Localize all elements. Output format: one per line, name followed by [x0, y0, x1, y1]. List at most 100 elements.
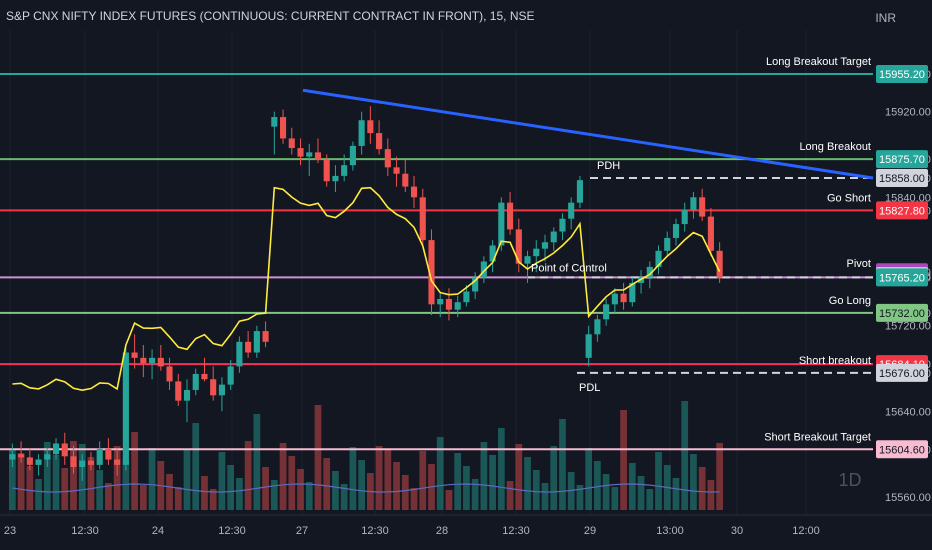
- candle-body: [201, 373, 208, 380]
- volume-bars: [9, 401, 723, 510]
- price-level-value: 15765.20: [879, 272, 925, 284]
- volume-bar: [201, 476, 208, 510]
- candle-body: [157, 357, 164, 367]
- candle-body: [87, 460, 95, 465]
- price-tick-label: 15920.00: [885, 107, 931, 119]
- candle-body: [149, 357, 156, 364]
- volume-bar: [305, 482, 313, 510]
- candle-body: [664, 237, 671, 251]
- volume-bar: [401, 475, 409, 510]
- time-tick-label: 12:30: [71, 525, 99, 537]
- candle-body: [716, 250, 723, 278]
- level-name-label: Pivot: [847, 258, 871, 270]
- time-axis[interactable]: 23 12:30 24 12:30 27 12:30 28 12:30 29 13:00 30 12:…: [0, 514, 932, 537]
- interval-label: 1D: [838, 470, 861, 490]
- volume-bar: [17, 453, 25, 510]
- candle-body: [699, 197, 706, 217]
- candle-body: [332, 175, 339, 182]
- candle-body: [655, 250, 662, 267]
- price-level-box: [876, 363, 928, 382]
- volume-bar: [594, 461, 601, 510]
- candle-body: [480, 261, 487, 278]
- candle-body: [306, 152, 313, 157]
- volume-bar: [655, 452, 662, 510]
- price-level-value: 15858.00: [879, 173, 925, 185]
- volume-bar: [384, 449, 392, 510]
- level-name-label: Short Breakout Target: [764, 431, 871, 443]
- volume-bar: [559, 419, 566, 510]
- volume-bar: [209, 489, 217, 510]
- candle-body: [410, 186, 418, 198]
- price-level-box: [876, 303, 928, 322]
- volume-bar: [454, 453, 462, 510]
- candle-body: [9, 454, 16, 460]
- volume-bar: [681, 401, 689, 510]
- candle-body: [358, 120, 365, 146]
- candle-body: [559, 218, 566, 232]
- candle-body: [271, 117, 278, 127]
- candle-body: [218, 384, 225, 396]
- volume-bar: [707, 480, 715, 510]
- volume-bar: [463, 466, 470, 510]
- candle-body: [672, 224, 680, 238]
- grid: [9, 30, 807, 515]
- volume-bar: [611, 487, 619, 510]
- volume-bar: [340, 484, 348, 510]
- candle-body: [402, 173, 409, 187]
- annotation-label: PDL: [579, 382, 600, 394]
- candle-body: [262, 331, 269, 342]
- candle-body: [445, 298, 453, 310]
- price-level-box: [876, 440, 928, 459]
- volume-bar: [131, 432, 138, 510]
- candle-body: [288, 138, 295, 149]
- candle-body: [629, 282, 636, 303]
- volume-bar: [445, 490, 453, 510]
- candle-body: [437, 298, 444, 305]
- currency-label: INR: [875, 11, 896, 25]
- candle-body: [384, 149, 391, 168]
- candle-body: [96, 448, 103, 465]
- volume-bar: [698, 467, 706, 510]
- level-labels: Long Breakout Target Long Breakout Go Shor…: [531, 56, 871, 490]
- candle-body: [52, 443, 60, 455]
- volume-bar: [96, 470, 104, 510]
- volume-bar: [9, 450, 16, 510]
- volume-bar: [279, 443, 287, 510]
- candles[interactable]: [9, 106, 723, 481]
- candle-body: [428, 240, 435, 305]
- volume-bar: [532, 470, 540, 510]
- volume-bar: [35, 479, 42, 510]
- price-axis[interactable]: 15955.20 15920.00 15875.70 15858.00 15840.00…: [876, 65, 931, 504]
- volume-bar: [105, 483, 112, 510]
- price-level-box: [876, 268, 928, 287]
- volume-bar: [628, 463, 636, 510]
- candle-body: [131, 352, 138, 358]
- volume-bar: [515, 444, 523, 510]
- time-tick-label: 12:00: [792, 525, 820, 537]
- volume-bar: [576, 485, 584, 510]
- volume-bar: [436, 437, 444, 510]
- trendline: [302, 88, 874, 180]
- price-level-box: [876, 201, 928, 220]
- candle-body: [603, 304, 610, 320]
- price-tick-label: 15560.00: [885, 492, 931, 504]
- price-tick-label: 15840.00: [885, 192, 931, 204]
- level-lines: [0, 73, 873, 451]
- candle-body: [166, 366, 173, 382]
- volume-bar: [270, 480, 278, 510]
- candle-body: [314, 152, 322, 160]
- candle-body: [61, 443, 68, 457]
- chart-title: S&P CNX NIFTY INDEX FUTURES (CONTINUOUS:…: [6, 9, 535, 23]
- volume-bar: [646, 489, 654, 510]
- candle-body: [707, 216, 714, 251]
- level-name-label: Long Breakout: [799, 141, 871, 153]
- volume-bar: [332, 471, 339, 510]
- volume-bar: [541, 483, 549, 510]
- volume-bar: [244, 441, 252, 510]
- volume-bar: [43, 442, 51, 510]
- time-tick-label: 24: [152, 525, 164, 537]
- candle-body: [515, 229, 522, 264]
- price-tick-label: 15720.00: [885, 321, 931, 333]
- candle-body: [297, 148, 304, 157]
